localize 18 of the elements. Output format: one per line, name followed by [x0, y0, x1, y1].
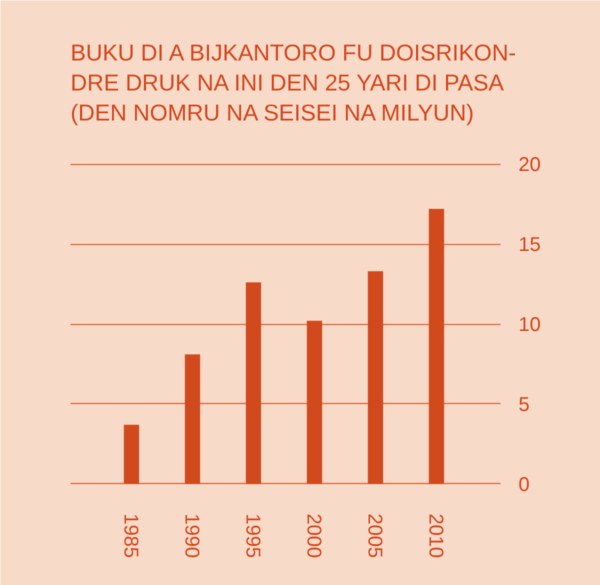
- bar: [428, 208, 444, 484]
- x-tick-label: 2000: [302, 514, 324, 558]
- y-tick-label: 15: [518, 234, 541, 256]
- x-tick-label: 2010: [424, 514, 446, 558]
- y-tick-label: 5: [518, 394, 530, 416]
- x-tick-label: 1995: [241, 514, 264, 558]
- bar: [246, 282, 262, 484]
- x-tick-label: 1990: [180, 514, 202, 558]
- x-tick-label: 2005: [363, 514, 386, 558]
- y-tick-label: 0: [518, 474, 530, 496]
- bar: [368, 271, 384, 484]
- chart-title: BUKU DI A BIJKANTORO FU DOISRIKON- DRE DRUK NA INI DEN 25 YARI DI PASA (DEN NOMRU NA SEISEI NA MILYUN): [70, 40, 516, 126]
- bar: [306, 320, 322, 484]
- bar: [184, 354, 200, 484]
- y-tick-label: 10: [518, 314, 541, 336]
- bar: [124, 424, 140, 484]
- y-tick-label: 20: [518, 154, 541, 176]
- x-tick-label: 1985: [119, 514, 142, 558]
